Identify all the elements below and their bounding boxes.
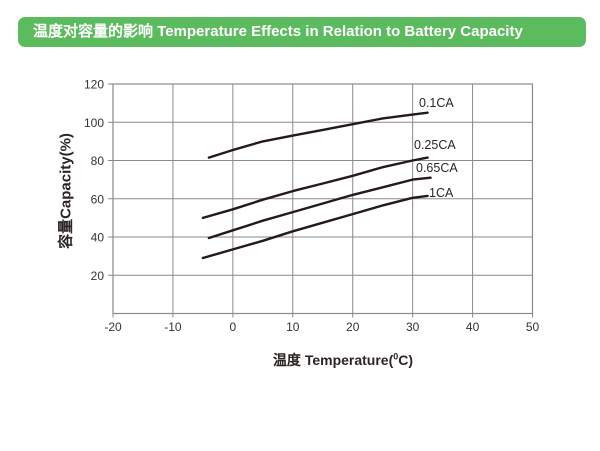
x-tick-label: -10: [164, 320, 182, 334]
y-tick-label: 40: [91, 231, 105, 245]
curve-label-0.65CA: 0.65CA: [416, 161, 458, 175]
y-tick-label: 100: [84, 116, 104, 130]
plot-frame: [112, 83, 534, 315]
curve-0.65CA: [207, 176, 432, 240]
x-axis-title-unit: C): [398, 352, 414, 368]
x-axis-title-text: 温度 Temperature(: [272, 352, 394, 368]
curve-label-0.1CA: 0.1CA: [419, 96, 454, 110]
x-tick-label: 10: [286, 320, 300, 334]
y-axis-title: 容量Capacity(%): [57, 133, 75, 249]
curve-label-1CA: 1CA: [429, 186, 454, 200]
y-tick-label: 80: [91, 154, 105, 168]
x-tick-label: 0: [230, 320, 237, 334]
curve-1CA: [201, 194, 429, 260]
x-tick-label: -20: [104, 320, 122, 334]
y-tick-label: 20: [91, 269, 105, 283]
x-axis-title-degree-sup: 0: [393, 351, 399, 362]
curve-0.25CA: [201, 156, 429, 220]
x-axis-title: 温度 Temperature(0C): [233, 350, 453, 370]
header-bar: 温度对容量的影响 Temperature Effects in Relation…: [18, 17, 586, 47]
x-tick-label: 50: [526, 320, 540, 334]
x-tick-label: 30: [406, 320, 420, 334]
y-tick-label: 60: [91, 192, 105, 206]
page-title: 温度对容量的影响 Temperature Effects in Relation…: [33, 23, 523, 40]
x-tick-label: 20: [346, 320, 360, 334]
curve-label-0.25CA: 0.25CA: [414, 138, 456, 152]
y-tick-label: 120: [84, 78, 104, 92]
curve-0.1CA: [207, 111, 429, 159]
x-tick-label: 40: [466, 320, 480, 334]
